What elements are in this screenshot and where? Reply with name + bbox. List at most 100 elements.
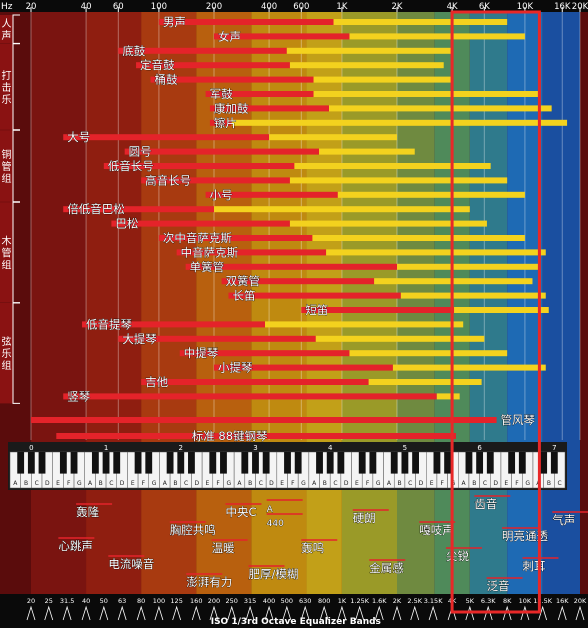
fundamental-bar — [209, 105, 329, 112]
black-key — [518, 452, 526, 474]
top-tick-label: 16K — [554, 2, 571, 12]
group-bracket — [12, 302, 20, 404]
tonal-descriptor: 轰隆 — [76, 505, 99, 519]
piano-note-letter: B — [398, 480, 402, 487]
piano-note-letter: B — [248, 480, 252, 487]
piano-note-letter: G — [152, 480, 157, 487]
bottom-tick-label: 1.25K — [350, 597, 369, 605]
tonal-descriptor: 440 — [267, 519, 284, 529]
group-strip — [0, 130, 13, 202]
instrument-label: 中音萨克斯 — [181, 245, 239, 259]
bottom-tick-label: 20K — [574, 597, 587, 605]
black-key — [412, 452, 419, 474]
bottom-tick-label: 3.15K — [424, 597, 443, 605]
piano-note-letter: A — [462, 480, 467, 487]
harmonic-bar — [349, 33, 525, 40]
band-marker — [81, 605, 91, 621]
group-strip — [0, 202, 13, 303]
instrument-label: 桶鼓 — [155, 73, 178, 87]
bottom-tick-label: 10K — [519, 597, 532, 605]
black-key — [241, 452, 249, 474]
bottom-tick-label: 80 — [137, 597, 145, 605]
piano-note-letter: B — [24, 480, 28, 487]
harmonic-bar — [269, 134, 397, 141]
fundamental-bar — [221, 278, 375, 285]
band-marker — [428, 605, 438, 621]
piano-note-letter: F — [515, 480, 519, 487]
band-marker — [557, 605, 567, 621]
fundamental-bar — [209, 119, 232, 126]
harmonic-bar — [214, 206, 470, 213]
instrument-label: 双簧管 — [226, 274, 261, 288]
instrument-label: 长笛 — [232, 289, 255, 303]
fundamental-bar — [118, 335, 316, 342]
band-marker — [245, 605, 255, 621]
harmonic-bar — [319, 148, 415, 155]
piano-note-letter: E — [56, 480, 60, 487]
tonal-descriptor: 明亮通透 — [502, 529, 548, 543]
piano-note-letter: G — [226, 480, 231, 487]
bottom-tick-label: 63 — [118, 597, 126, 605]
black-key — [294, 452, 302, 474]
frequency-band — [196, 12, 252, 612]
instrument-label: 大提琴 — [122, 332, 157, 346]
top-tick-label: 1K — [336, 2, 347, 12]
harmonic-bar — [313, 76, 453, 83]
bottom-tick-label: 31.5 — [60, 597, 74, 605]
group-label-char: 弦 — [2, 335, 12, 348]
black-key — [113, 452, 121, 474]
fundamental-bar — [158, 19, 334, 25]
harmonic-bar — [231, 119, 568, 126]
piano-note-letter: C — [109, 480, 113, 487]
harmonic-bar — [337, 191, 525, 198]
piano-note-letter: A — [163, 480, 168, 487]
bottom-tick-label: 25 — [45, 597, 53, 605]
piano-note-letter: A — [312, 480, 317, 487]
piano-octave-number: 6 — [477, 444, 482, 452]
fundamental-bar — [141, 379, 369, 385]
fundamental-bar — [141, 177, 290, 184]
group-label-char: 乐 — [2, 348, 12, 360]
black-key — [390, 452, 398, 474]
black-key — [17, 452, 25, 474]
fundamental-bar — [205, 91, 314, 97]
instrument-labels: 男声女声底鼓定音鼓桶鼓军鼓康加鼓镲片大号圆号低音长号高音长号小号倍低音巴松巴松次… — [67, 15, 536, 444]
instrument-label: 倍低音巴松 — [67, 202, 125, 216]
top-axis-bar — [0, 0, 588, 12]
fundamental-bar — [103, 163, 295, 169]
range-bar — [31, 417, 497, 423]
piano-octave-number: 5 — [403, 444, 407, 452]
fundamental-bar — [214, 33, 350, 40]
bottom-tick-label: 1.6K — [372, 597, 387, 605]
fundamental-bar — [118, 47, 287, 54]
tonal-descriptor: 中央C — [225, 505, 256, 519]
group-label-char: 组 — [2, 172, 12, 185]
tonal-descriptor: A — [267, 505, 274, 515]
tonal-descriptor: 泛音 — [487, 579, 510, 593]
top-tick-label: 2K — [392, 2, 403, 12]
highlight-box — [450, 10, 541, 614]
band-marker — [227, 605, 237, 621]
piano-note-letter: D — [269, 480, 274, 487]
harmonic-bar — [315, 335, 485, 342]
group-label-char: 声 — [2, 29, 12, 42]
group-label-char: 打 — [2, 69, 12, 82]
range-bar-label: 管风琴 — [501, 413, 536, 427]
bottom-tick-label: 6.3K — [481, 597, 496, 605]
instrument-label: 低音长号 — [108, 159, 154, 173]
tonal-descriptor: 肥厚/模糊 — [248, 567, 298, 581]
piano-octave-number: 2 — [179, 444, 183, 452]
black-key — [27, 452, 35, 474]
band-marker — [191, 605, 201, 621]
band-marker — [374, 605, 384, 621]
group-label-char: 管 — [2, 246, 12, 259]
instrument-label: 短笛 — [305, 303, 328, 317]
group-label-char: 管 — [2, 160, 12, 173]
harmonic-bar — [368, 379, 482, 385]
piano-note-letter: D — [45, 480, 50, 487]
black-key — [209, 452, 217, 474]
tonal-descriptor: 胸腔共鸣 — [170, 523, 216, 537]
top-tick-label: 600 — [293, 2, 309, 12]
group-label-char: 人 — [2, 18, 12, 30]
